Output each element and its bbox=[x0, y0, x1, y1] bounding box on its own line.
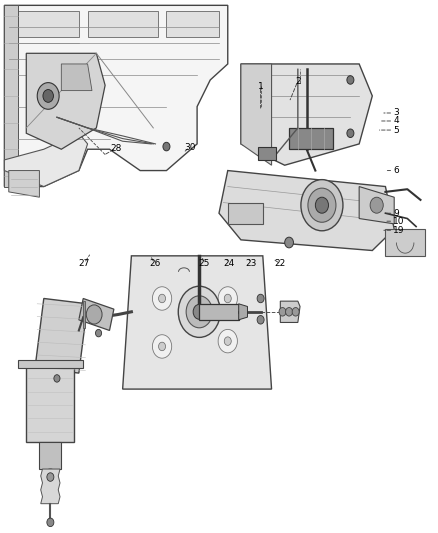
Circle shape bbox=[44, 469, 57, 485]
Circle shape bbox=[218, 287, 237, 310]
Text: 26: 26 bbox=[149, 259, 160, 268]
Circle shape bbox=[347, 76, 354, 84]
Circle shape bbox=[47, 473, 54, 481]
Text: 24: 24 bbox=[223, 259, 234, 268]
Polygon shape bbox=[41, 469, 60, 504]
Circle shape bbox=[257, 294, 264, 303]
Polygon shape bbox=[83, 301, 85, 328]
Polygon shape bbox=[4, 5, 228, 187]
Circle shape bbox=[315, 197, 328, 213]
Polygon shape bbox=[18, 11, 79, 37]
Polygon shape bbox=[241, 64, 272, 165]
Polygon shape bbox=[26, 53, 105, 149]
Text: 3: 3 bbox=[393, 109, 399, 117]
Polygon shape bbox=[239, 304, 247, 320]
Text: 28: 28 bbox=[110, 144, 122, 152]
Polygon shape bbox=[123, 256, 272, 389]
Polygon shape bbox=[219, 171, 394, 251]
Circle shape bbox=[86, 305, 102, 324]
Circle shape bbox=[159, 294, 166, 303]
Circle shape bbox=[37, 83, 59, 109]
Polygon shape bbox=[26, 362, 74, 442]
Circle shape bbox=[347, 129, 354, 138]
Circle shape bbox=[152, 287, 172, 310]
Polygon shape bbox=[289, 128, 333, 149]
Text: 19: 19 bbox=[393, 226, 405, 235]
Polygon shape bbox=[385, 229, 425, 256]
Text: 10: 10 bbox=[393, 217, 405, 225]
Circle shape bbox=[224, 294, 231, 303]
Circle shape bbox=[43, 90, 53, 102]
Circle shape bbox=[163, 142, 170, 151]
Text: 25: 25 bbox=[199, 259, 210, 268]
Circle shape bbox=[159, 342, 166, 351]
Circle shape bbox=[308, 188, 336, 222]
Circle shape bbox=[370, 197, 383, 213]
Text: 27: 27 bbox=[78, 259, 90, 268]
Text: 23: 23 bbox=[245, 259, 257, 268]
Circle shape bbox=[279, 308, 286, 316]
Circle shape bbox=[218, 329, 237, 353]
Circle shape bbox=[301, 180, 343, 231]
Circle shape bbox=[152, 335, 172, 358]
Text: 6: 6 bbox=[393, 166, 399, 175]
Polygon shape bbox=[9, 171, 39, 197]
Circle shape bbox=[257, 316, 264, 324]
Polygon shape bbox=[88, 11, 158, 37]
Text: 30: 30 bbox=[184, 143, 195, 151]
Polygon shape bbox=[359, 187, 394, 224]
Polygon shape bbox=[39, 442, 61, 469]
Polygon shape bbox=[280, 301, 300, 322]
Circle shape bbox=[286, 308, 293, 316]
Text: 4: 4 bbox=[393, 117, 399, 125]
Polygon shape bbox=[4, 133, 88, 187]
Polygon shape bbox=[166, 11, 219, 37]
Text: 2: 2 bbox=[295, 77, 300, 85]
Circle shape bbox=[47, 518, 54, 527]
Text: 9: 9 bbox=[393, 209, 399, 217]
Polygon shape bbox=[18, 360, 83, 368]
Polygon shape bbox=[258, 147, 276, 160]
Polygon shape bbox=[35, 298, 88, 373]
Polygon shape bbox=[241, 64, 372, 165]
Circle shape bbox=[285, 237, 293, 248]
Circle shape bbox=[95, 329, 102, 337]
Circle shape bbox=[292, 308, 299, 316]
Circle shape bbox=[54, 375, 60, 382]
Circle shape bbox=[186, 296, 212, 328]
Polygon shape bbox=[199, 304, 239, 320]
Polygon shape bbox=[79, 298, 114, 330]
Polygon shape bbox=[61, 64, 92, 91]
Polygon shape bbox=[228, 203, 263, 224]
Text: 5: 5 bbox=[393, 126, 399, 134]
Polygon shape bbox=[4, 5, 18, 187]
Text: 22: 22 bbox=[275, 260, 286, 268]
Circle shape bbox=[193, 304, 205, 319]
Circle shape bbox=[178, 286, 220, 337]
Text: 1: 1 bbox=[258, 82, 264, 91]
Circle shape bbox=[224, 337, 231, 345]
